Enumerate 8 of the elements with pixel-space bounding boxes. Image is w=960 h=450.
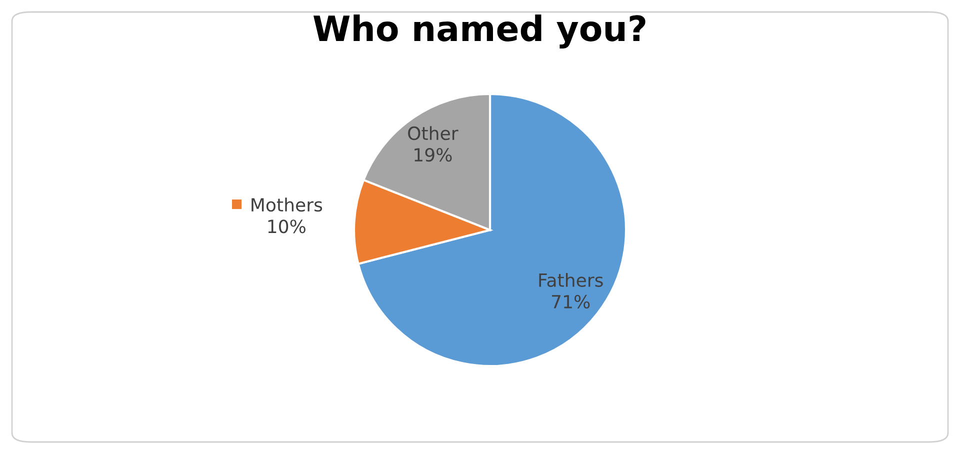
pie-slice [357,92,628,368]
chart-title: Who named you? [313,14,646,48]
data-label: 19% [414,148,452,162]
legend-label: Mothers [252,198,322,212]
slice-label: Other [408,126,458,140]
slice-label: Fathers [539,272,603,287]
data-label: 10% [268,220,306,234]
data-label: 71% [552,294,590,309]
